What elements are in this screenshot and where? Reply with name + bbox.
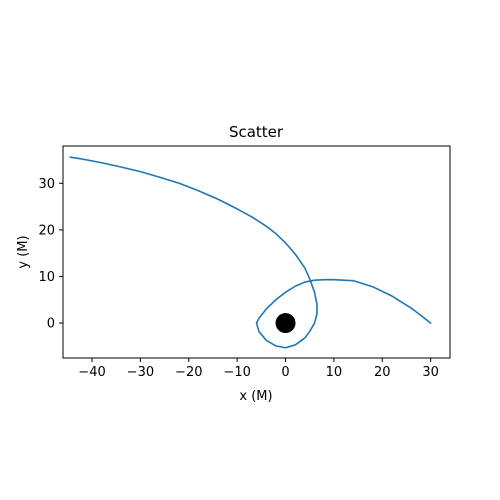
x-tick-label: 30	[422, 365, 439, 380]
trajectory-line	[69, 156, 432, 349]
x-axis-label: x (M)	[239, 389, 272, 404]
y-tick-label: 0	[47, 317, 55, 332]
plot-frame	[62, 145, 451, 359]
y-tick-label: 10	[38, 270, 55, 285]
y-tick-label: 20	[38, 223, 55, 238]
x-tick-label: 0	[281, 365, 289, 380]
x-tick-label: −10	[223, 365, 250, 380]
chart-title: Scatter	[229, 123, 284, 141]
y-axis-ticks: 0 10 20 30	[38, 177, 63, 332]
x-tick-label: −20	[175, 365, 202, 380]
x-tick-label: −30	[127, 365, 154, 380]
scatter-point	[275, 313, 296, 334]
x-tick-label: 10	[326, 365, 343, 380]
y-tick-label: 30	[38, 177, 55, 192]
x-tick-label: 20	[374, 365, 391, 380]
x-tick-label: −40	[78, 365, 105, 380]
y-axis-label: y (M)	[16, 235, 31, 268]
plot-area	[62, 145, 451, 359]
x-axis-ticks: −40 −30 −20 −10 0 10 20 30	[78, 358, 439, 380]
